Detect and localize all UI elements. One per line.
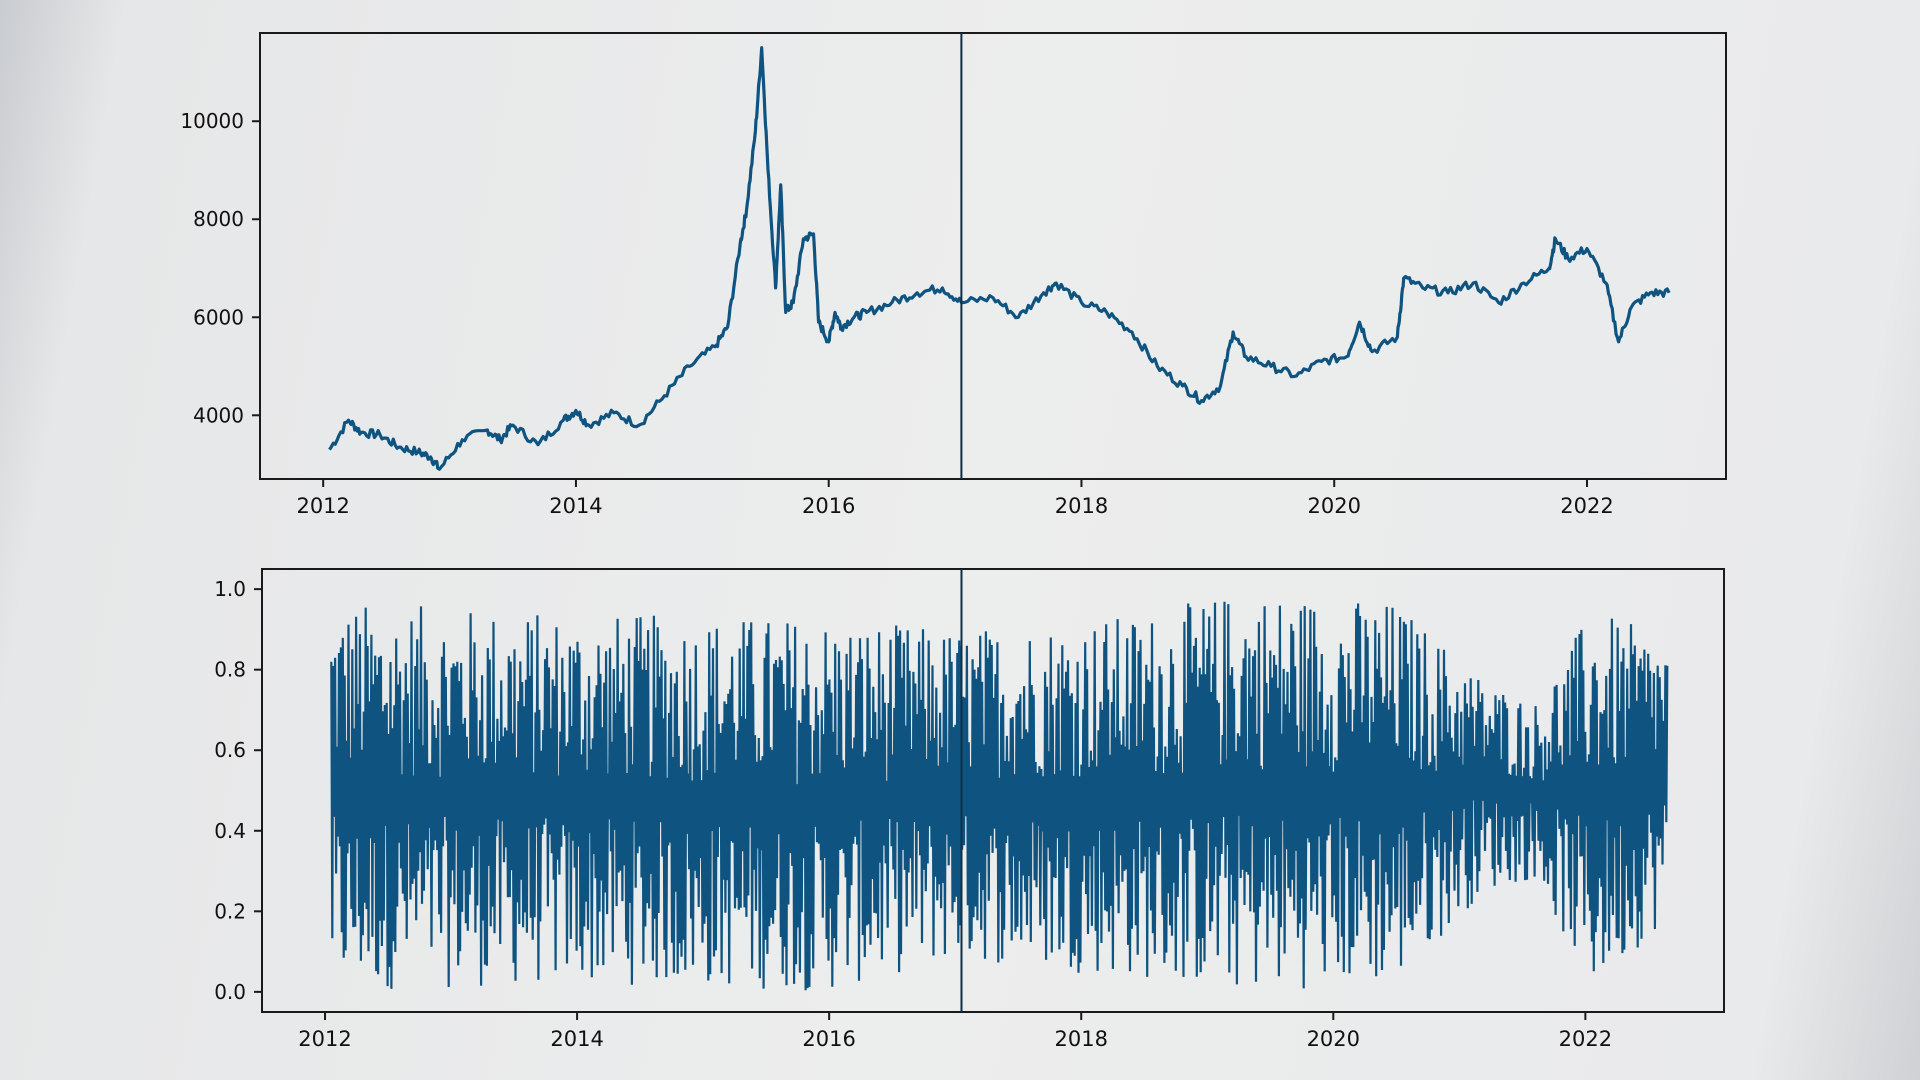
noise-plot-frame: [261, 568, 1725, 1013]
top-xtick-label: 2016: [802, 494, 855, 518]
top-xtick-label: 2020: [1307, 494, 1360, 518]
bot-ytick-label: 0.0: [214, 980, 246, 1004]
bot-xtick-label: 2022: [1559, 1027, 1612, 1051]
top-xtick-label: 2012: [296, 494, 349, 518]
price-series-line: [328, 46, 1671, 471]
top-xtick-label: 2018: [1055, 494, 1108, 518]
bot-ytick-label: 0.2: [214, 899, 246, 923]
top-ytick-label: 10000: [180, 109, 244, 133]
price-chart: 2012 2014 2016 2018 2020 2022 4000 6000 8000 100…: [180, 32, 1727, 518]
bot-xtick-label: 2018: [1054, 1027, 1107, 1051]
bot-xtick-label: 2016: [802, 1027, 855, 1051]
noise-chart: 2012 2014 2016 2018 2020 2022 0.0 0.2 0.4 0.6 0.8…: [214, 568, 1725, 1051]
bot-ytick-label: 0.6: [214, 738, 246, 762]
top-ytick-label: 4000: [193, 403, 244, 427]
bot-ytick-label: 1.0: [214, 577, 246, 601]
price-plot-frame: [259, 32, 1727, 480]
bot-ytick-label: 0.8: [214, 658, 246, 682]
bot-ytick-label: 0.4: [214, 819, 246, 843]
bot-xtick-label: 2014: [550, 1027, 603, 1051]
top-ytick-label: 6000: [193, 305, 244, 329]
top-ytick-label: 8000: [193, 207, 244, 231]
top-xtick-label: 2022: [1560, 494, 1613, 518]
noise-series-line: [330, 601, 1669, 991]
top-xtick-label: 2014: [549, 494, 602, 518]
bot-xtick-label: 2020: [1307, 1027, 1360, 1051]
bot-xtick-label: 2012: [298, 1027, 351, 1051]
